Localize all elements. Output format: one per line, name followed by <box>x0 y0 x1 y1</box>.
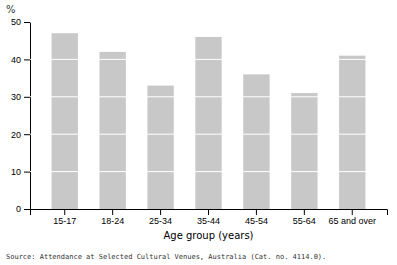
x-tick-mark <box>208 209 209 215</box>
x-tick-mark <box>64 209 65 215</box>
x-axis-line <box>31 210 388 216</box>
x-tick-label: 35-44 <box>197 216 220 226</box>
y-tick-label: 30 <box>11 92 21 102</box>
x-tick: 15-17 <box>53 209 76 226</box>
x-axis: 15-17 18-24 25-34 35-44 45-54 55-64 65 and ove… <box>31 209 388 226</box>
y-axis: 0 10 20 30 40 50 <box>11 17 31 214</box>
grid <box>30 22 387 172</box>
x-tick-mark <box>160 209 161 215</box>
x-tick-label: 15-17 <box>53 216 76 226</box>
y-tick-label: 40 <box>11 55 21 65</box>
y-tick-label: 10 <box>11 167 21 177</box>
y-tick: 10 <box>11 167 30 177</box>
y-tick-mark <box>24 59 30 60</box>
y-axis-title: % <box>6 4 16 15</box>
x-tick: 18-24 <box>101 209 124 226</box>
x-tick-mark <box>256 209 257 215</box>
y-tick-mark <box>24 22 30 23</box>
x-tick: 35-44 <box>197 209 220 226</box>
plot: 0 10 20 30 40 50 15-17 18-24 25-34 35-44 45-54 55-6… <box>11 17 388 226</box>
grid-line <box>30 22 387 23</box>
bar <box>147 86 173 209</box>
y-tick-label: 0 <box>16 204 21 214</box>
x-axis-title: Age group (years) <box>163 230 253 241</box>
x-tick-mark <box>304 209 305 215</box>
x-tick-mark <box>352 209 353 215</box>
x-tick-label: 65 and over <box>328 216 376 226</box>
x-tick-mark <box>112 209 113 215</box>
bar <box>99 52 125 209</box>
y-tick-mark <box>24 134 30 135</box>
grid-line <box>30 96 387 97</box>
y-tick: 0 <box>16 204 30 214</box>
y-tick-mark <box>24 172 30 173</box>
grid-line <box>30 134 387 135</box>
x-tick: 55-64 <box>293 209 316 226</box>
x-tick-label: 25-34 <box>149 216 172 226</box>
y-tick-label: 20 <box>11 130 21 140</box>
y-tick: 30 <box>11 92 30 102</box>
y-tick-mark <box>24 209 30 210</box>
x-tick-label: 18-24 <box>101 216 124 226</box>
y-tick: 40 <box>11 55 30 65</box>
x-tick-label: 45-54 <box>245 216 268 226</box>
y-tick: 50 <box>11 17 30 27</box>
bar <box>195 37 221 209</box>
y-tick-label: 50 <box>11 17 21 27</box>
bar <box>243 74 269 209</box>
annotation: Source: Attendance at Selected Cultural … <box>6 253 326 261</box>
grid-line <box>30 59 387 60</box>
chart: 0 10 20 30 40 50 15-17 18-24 25-34 35-44 45-54 55-6… <box>0 0 397 265</box>
bar <box>339 56 365 209</box>
y-axis-line <box>24 23 31 210</box>
y-tick: 20 <box>11 130 30 140</box>
x-tick: 65 and over <box>328 209 376 226</box>
grid-line <box>30 171 387 172</box>
x-tick: 45-54 <box>245 209 268 226</box>
bar <box>291 93 317 209</box>
x-tick-label: 55-64 <box>293 216 316 226</box>
y-tick-mark <box>24 97 30 98</box>
x-tick: 25-34 <box>149 209 172 226</box>
